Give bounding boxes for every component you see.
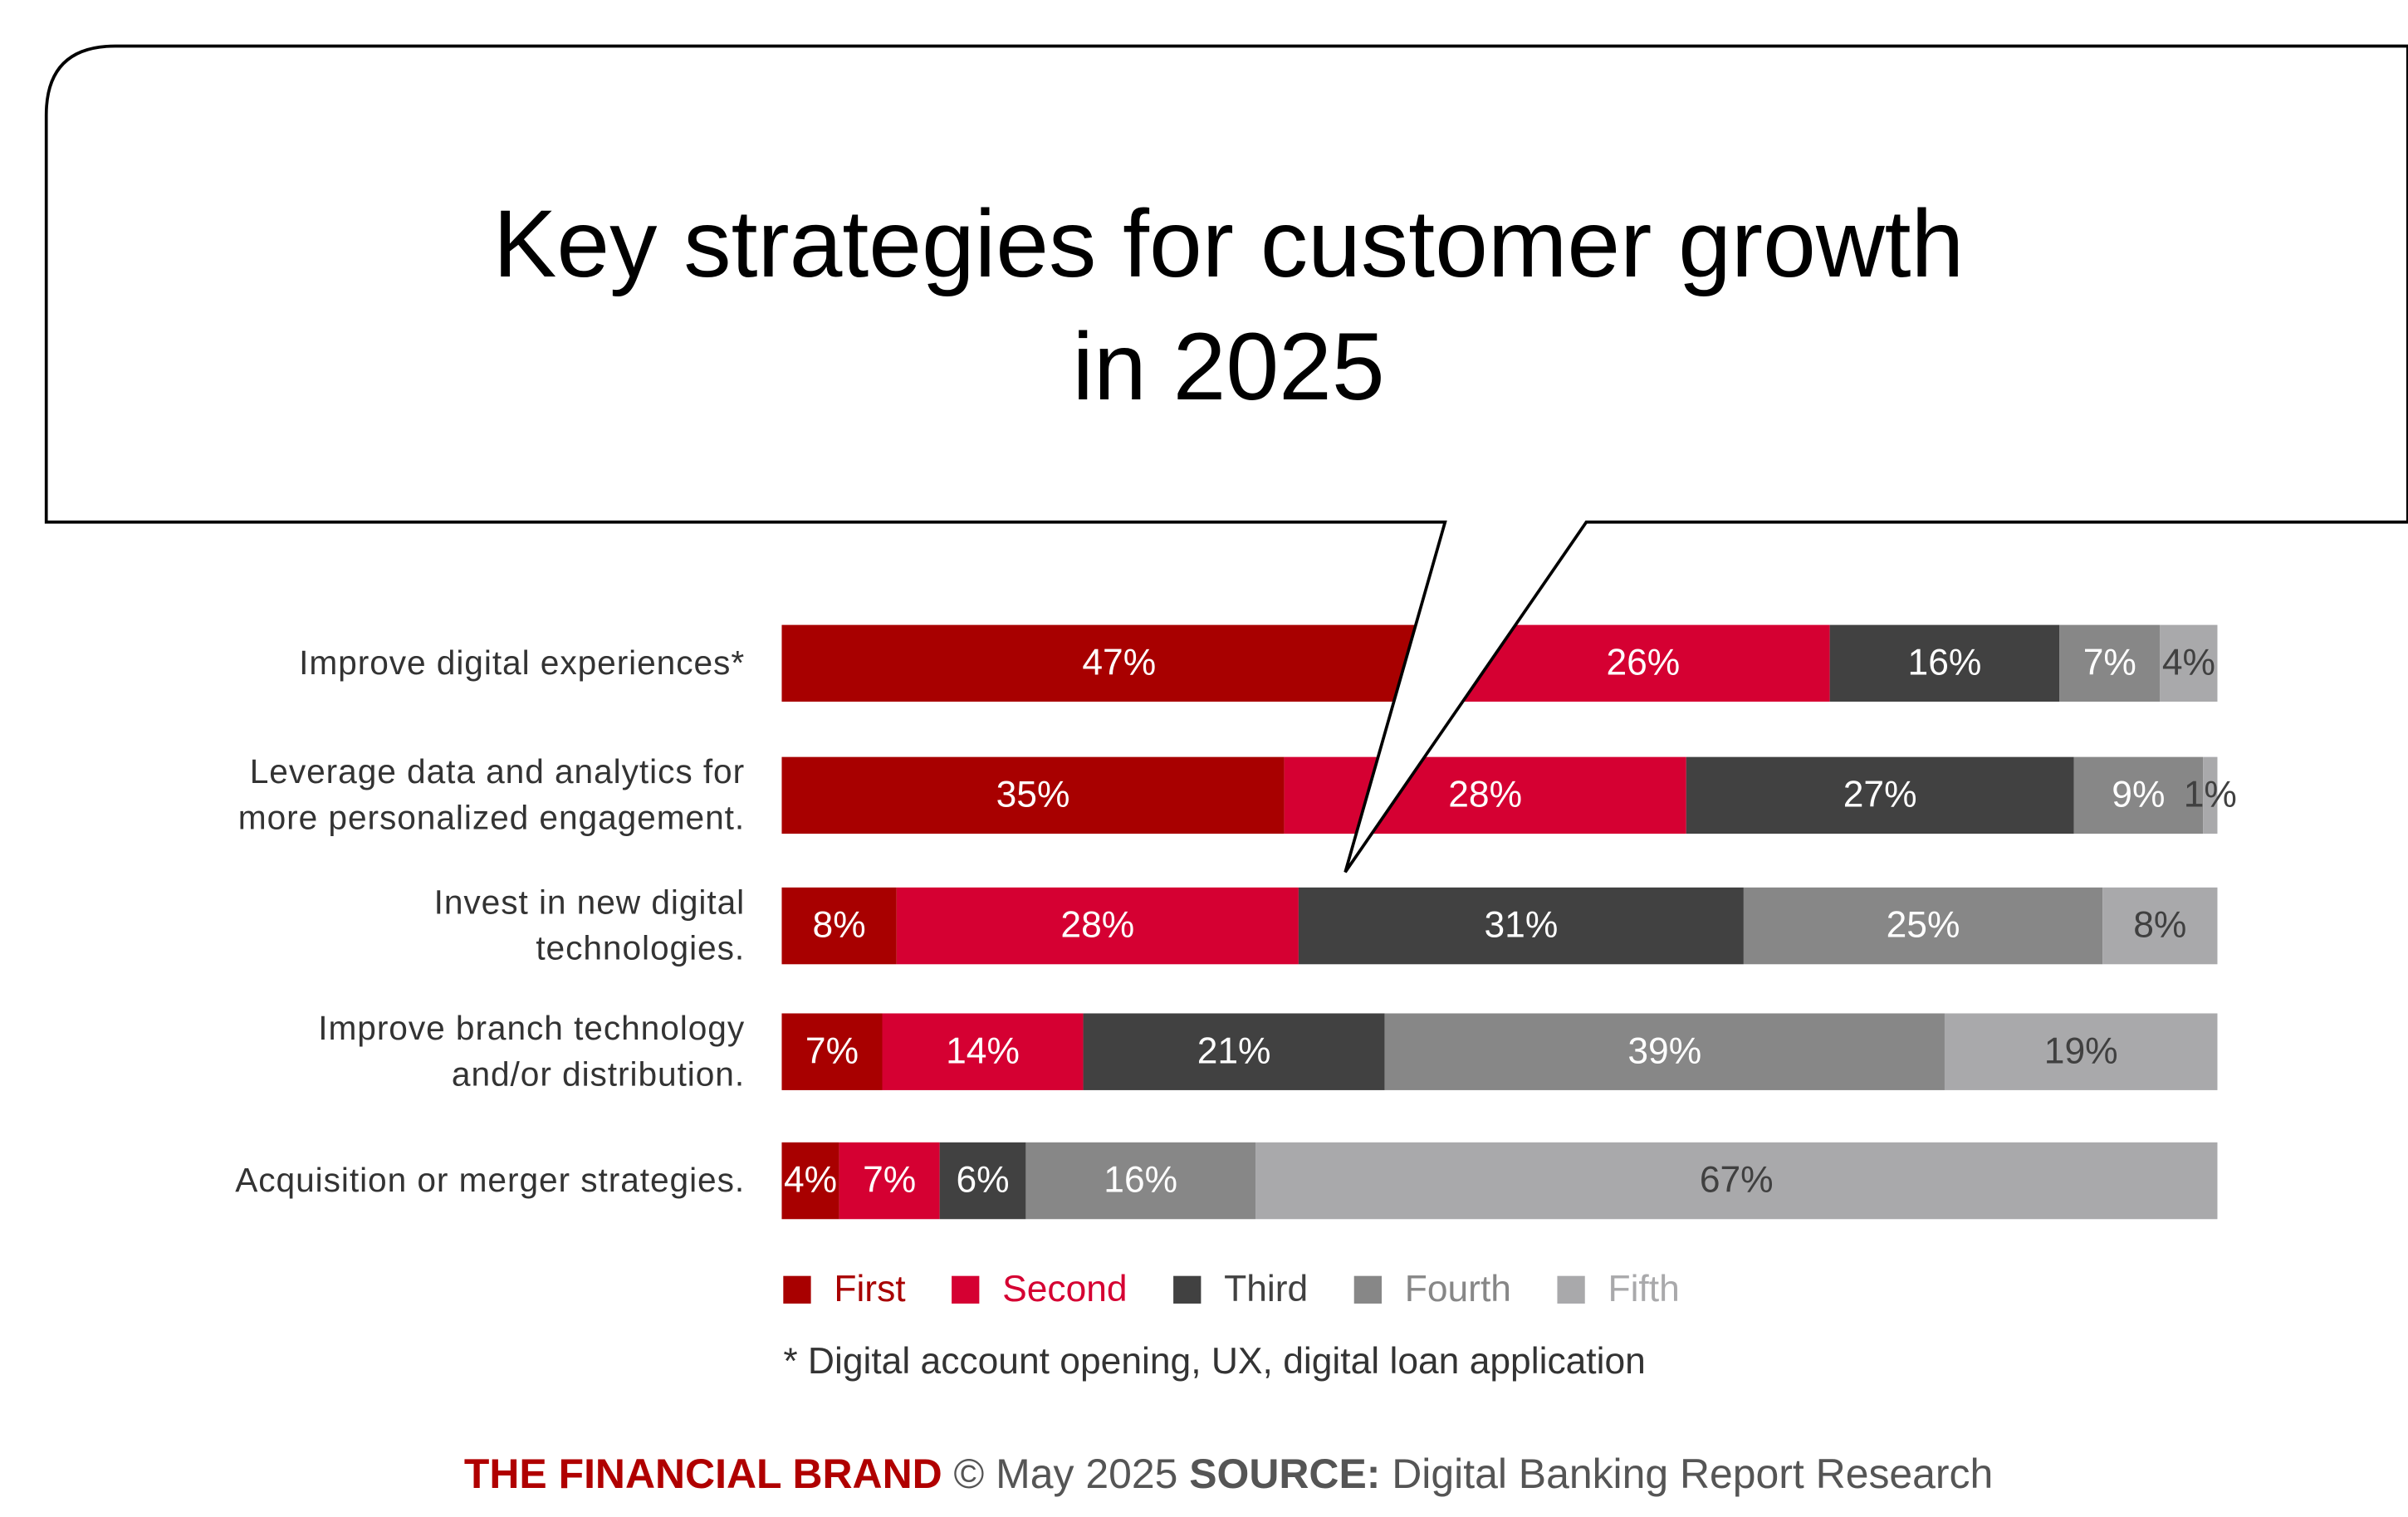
legend-swatch [1353, 1275, 1382, 1304]
bar-segment [781, 1142, 839, 1220]
category-label-box: Improve branch technology and/or distrib… [318, 1008, 746, 1094]
footnote: * Digital account opening, UX, digital l… [783, 1341, 1646, 1382]
data-label: 14% [946, 1030, 1020, 1071]
bar-segment [1384, 1013, 1945, 1090]
bar-segment [1456, 624, 1830, 702]
data-label: 39% [1627, 1030, 1701, 1071]
category-label: Improve branch technology and/or distrib… [318, 1008, 746, 1094]
bar-segment [1743, 887, 2103, 965]
data-label: 6% [956, 1160, 1009, 1201]
data-label: 16% [1908, 642, 1982, 683]
bar-segment [1083, 1013, 1385, 1090]
data-label: 8% [2133, 905, 2186, 946]
data-label: 27% [1843, 774, 1917, 815]
legend-swatch [1557, 1275, 1585, 1304]
category-label: Acquisition or merger strategies. [235, 1160, 746, 1200]
data-label: 4% [2162, 642, 2215, 683]
bar-segment [2059, 624, 2161, 702]
legend-label: Fourth [1405, 1269, 1511, 1309]
footer-source: Digital Banking Report Research [1392, 1451, 1993, 1497]
footer: THE FINANCIAL BRAND © May 2025 SOURCE: D… [464, 1451, 1993, 1497]
data-label: 67% [1700, 1160, 1774, 1201]
bar-segment [882, 1013, 1084, 1090]
data-label: 21% [1197, 1030, 1271, 1071]
bar-segment [1025, 1142, 1256, 1220]
data-label: 26% [1606, 642, 1680, 683]
bar-segment [939, 1142, 1026, 1220]
data-label: 31% [1484, 905, 1558, 946]
category-label-box: Leverage data and analytics for more per… [237, 752, 746, 837]
bar-segment [2073, 756, 2204, 834]
bar-segment [1298, 887, 1744, 965]
bar-segment [781, 887, 897, 965]
data-label: 47% [1082, 642, 1156, 683]
bars: Improve digital experiences* 47% 26% 16% 7% 4… [235, 624, 2237, 1220]
data-label: 7% [805, 1030, 859, 1071]
data-label: 16% [1104, 1160, 1177, 1201]
category-label-box: Acquisition or merger strategies. [235, 1160, 746, 1200]
data-label: 7% [863, 1160, 916, 1201]
footer-brand: THE FINANCIAL BRAND [464, 1451, 942, 1497]
category-label: Invest in new digital technologies. [433, 883, 746, 967]
legend: First Second Third Fourth Fifth [783, 1269, 1680, 1309]
bar-segment [2160, 624, 2218, 702]
legend-label: Fifth [1608, 1269, 1679, 1309]
legend-swatch [1173, 1275, 1202, 1304]
category-label: Leverage data and analytics for more per… [237, 752, 746, 837]
bar-segment [1284, 756, 1686, 834]
data-label: 8% [813, 905, 866, 946]
legend-label: First [834, 1269, 905, 1309]
footer-source-label: SOURCE: [1189, 1451, 1380, 1497]
bar-segment [1944, 1013, 2218, 1090]
title-box: Key strategies for customer growth in 20… [492, 192, 1965, 421]
data-label: 35% [996, 774, 1070, 815]
bar-segment [839, 1142, 940, 1220]
legend-label: Second [1002, 1269, 1128, 1309]
data-label: 28% [1448, 774, 1522, 815]
bar-segment [781, 624, 1457, 702]
category-label: Improve digital experiences* [299, 643, 746, 683]
data-label: 7% [2083, 642, 2136, 683]
bar-segment [781, 756, 1285, 834]
data-label: 25% [1887, 905, 1960, 946]
bar-segment [1255, 1142, 2218, 1220]
bar-segment [1686, 756, 2074, 834]
bar-segment [896, 887, 1299, 965]
data-label: 19% [2044, 1030, 2118, 1071]
legend-label: Third [1224, 1269, 1308, 1309]
data-label: 28% [1060, 905, 1134, 946]
data-label: 1% [2184, 774, 2237, 815]
bar-segment [781, 1013, 883, 1090]
category-label-box: Improve digital experiences* [299, 643, 746, 683]
bar-segment [1829, 624, 2060, 702]
legend-swatch [952, 1275, 980, 1304]
callout [44, 44, 2408, 873]
category-label-box: Invest in new digital technologies. [433, 883, 746, 967]
bar-segment [2203, 756, 2218, 834]
bar-segment [2102, 887, 2218, 965]
data-label: 9% [2112, 774, 2165, 815]
footer-date: © May 2025 [954, 1451, 1178, 1497]
data-label: 4% [784, 1160, 837, 1201]
chart-title: Key strategies for customer growth in 20… [492, 192, 1965, 421]
legend-swatch [783, 1275, 811, 1304]
